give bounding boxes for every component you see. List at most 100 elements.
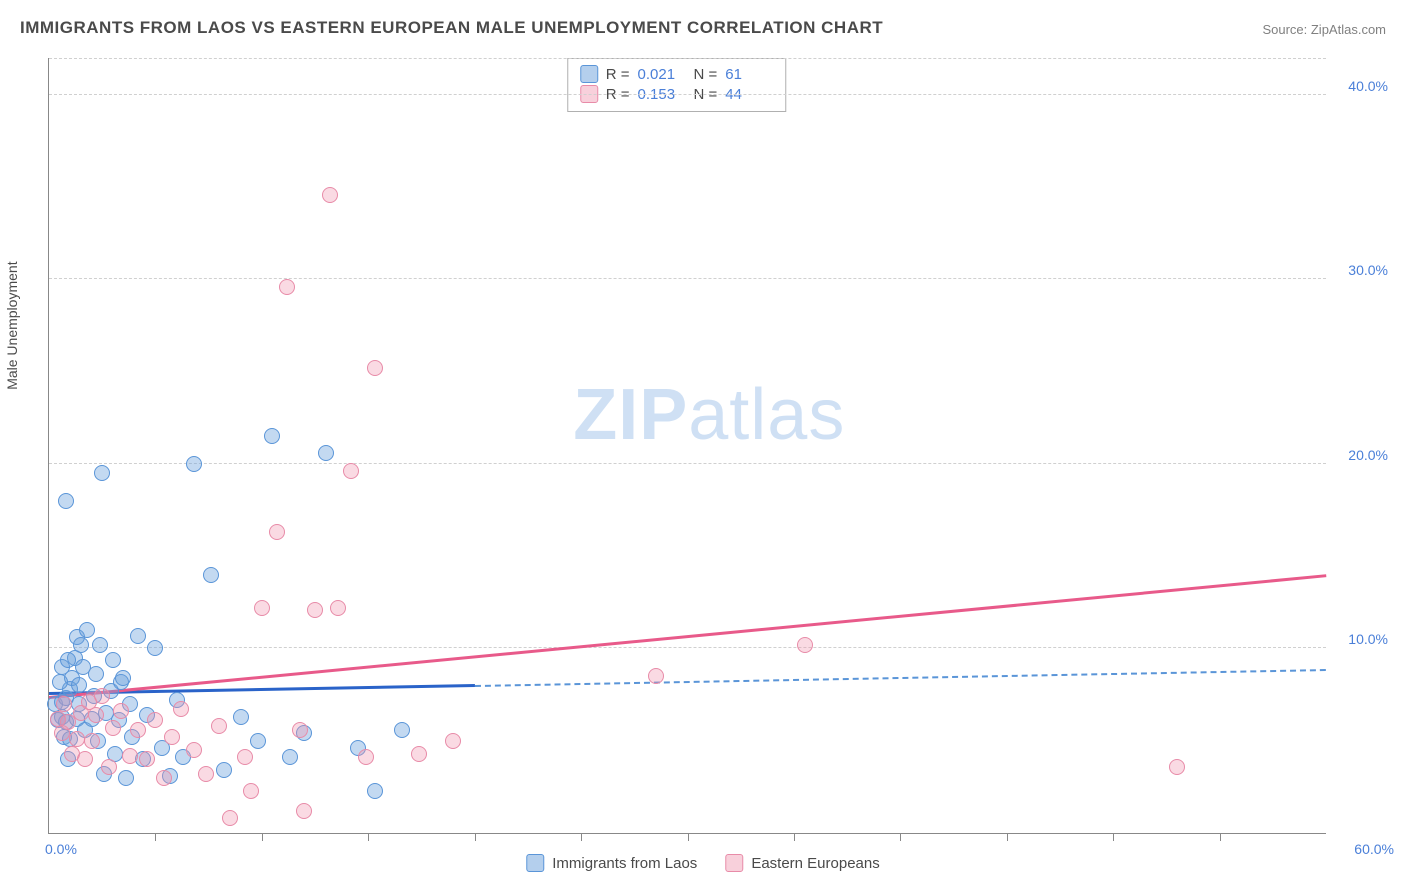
plot-area: ZIPatlas R = 0.021 N = 61 R = 0.153 N = … [48, 58, 1326, 834]
chart-container: IMMIGRANTS FROM LAOS VS EASTERN EUROPEAN… [0, 0, 1406, 892]
x-tick-label: 0.0% [45, 841, 77, 857]
data-point [367, 783, 383, 799]
gridline [49, 647, 1326, 648]
data-point [88, 707, 104, 723]
x-tick [262, 833, 263, 841]
data-point [307, 602, 323, 618]
data-point [282, 749, 298, 765]
data-point [105, 720, 121, 736]
r-value: 0.021 [638, 66, 686, 83]
swatch-icon [725, 854, 743, 872]
swatch-icon [580, 65, 598, 83]
n-value: 61 [725, 66, 773, 83]
source-attribution: Source: ZipAtlas.com [1262, 22, 1386, 37]
watermark-atlas: atlas [688, 375, 845, 455]
data-point [279, 279, 295, 295]
data-point [186, 456, 202, 472]
data-point [94, 688, 110, 704]
bottom-legend: Immigrants from Laos Eastern Europeans [526, 854, 879, 872]
data-point [79, 622, 95, 638]
data-point [216, 762, 232, 778]
legend-item: Immigrants from Laos [526, 854, 697, 872]
data-point [222, 810, 238, 826]
data-point [173, 701, 189, 717]
x-tick [1007, 833, 1008, 841]
correlation-box: R = 0.021 N = 61 R = 0.153 N = 44 [567, 58, 787, 112]
data-point [164, 729, 180, 745]
gridline [49, 94, 1326, 95]
data-point [322, 187, 338, 203]
x-tick [688, 833, 689, 841]
data-point [130, 628, 146, 644]
y-tick-label: 10.0% [1348, 631, 1388, 647]
data-point [105, 652, 121, 668]
data-point [1169, 759, 1185, 775]
legend-label: Eastern Europeans [751, 855, 879, 872]
watermark: ZIPatlas [573, 374, 845, 456]
x-tick-label: 60.0% [1354, 841, 1394, 857]
data-point [211, 718, 227, 734]
data-point [113, 703, 129, 719]
data-point [198, 766, 214, 782]
data-point [52, 674, 68, 690]
data-point [92, 637, 108, 653]
data-point [367, 360, 383, 376]
data-point [130, 722, 146, 738]
x-tick [1220, 833, 1221, 841]
legend-label: Immigrants from Laos [552, 855, 697, 872]
watermark-zip: ZIP [573, 375, 688, 455]
data-point [411, 746, 427, 762]
data-point [233, 709, 249, 725]
data-point [203, 567, 219, 583]
x-tick [155, 833, 156, 841]
data-point [122, 748, 138, 764]
data-point [60, 652, 76, 668]
data-point [296, 803, 312, 819]
trend-line [475, 669, 1326, 687]
x-tick [1113, 833, 1114, 841]
data-point [269, 524, 285, 540]
data-point [118, 770, 134, 786]
y-axis-label: Male Unemployment [4, 261, 20, 389]
data-point [156, 770, 172, 786]
correlation-row: R = 0.021 N = 61 [580, 64, 774, 84]
y-tick-label: 20.0% [1348, 447, 1388, 463]
data-point [139, 751, 155, 767]
data-point [147, 640, 163, 656]
data-point [58, 493, 74, 509]
chart-title: IMMIGRANTS FROM LAOS VS EASTERN EUROPEAN… [20, 18, 883, 38]
data-point [343, 463, 359, 479]
data-point [358, 749, 374, 765]
data-point [254, 600, 270, 616]
data-point [648, 668, 664, 684]
data-point [330, 600, 346, 616]
swatch-icon [526, 854, 544, 872]
data-point [237, 749, 253, 765]
x-tick [900, 833, 901, 841]
data-point [264, 428, 280, 444]
data-point [73, 637, 89, 653]
data-point [243, 783, 259, 799]
data-point [797, 637, 813, 653]
data-point [71, 677, 87, 693]
data-point [394, 722, 410, 738]
gridline [49, 58, 1326, 59]
data-point [94, 465, 110, 481]
data-point [88, 666, 104, 682]
data-point [292, 722, 308, 738]
trend-line [49, 574, 1326, 698]
gridline [49, 278, 1326, 279]
y-tick-label: 40.0% [1348, 78, 1388, 94]
x-tick [581, 833, 582, 841]
x-tick [368, 833, 369, 841]
data-point [445, 733, 461, 749]
legend-item: Eastern Europeans [725, 854, 879, 872]
data-point [77, 751, 93, 767]
data-point [101, 759, 117, 775]
r-label: R = [606, 66, 630, 83]
data-point [69, 731, 85, 747]
data-point [115, 670, 131, 686]
data-point [56, 696, 72, 712]
x-tick [794, 833, 795, 841]
y-tick-label: 30.0% [1348, 262, 1388, 278]
